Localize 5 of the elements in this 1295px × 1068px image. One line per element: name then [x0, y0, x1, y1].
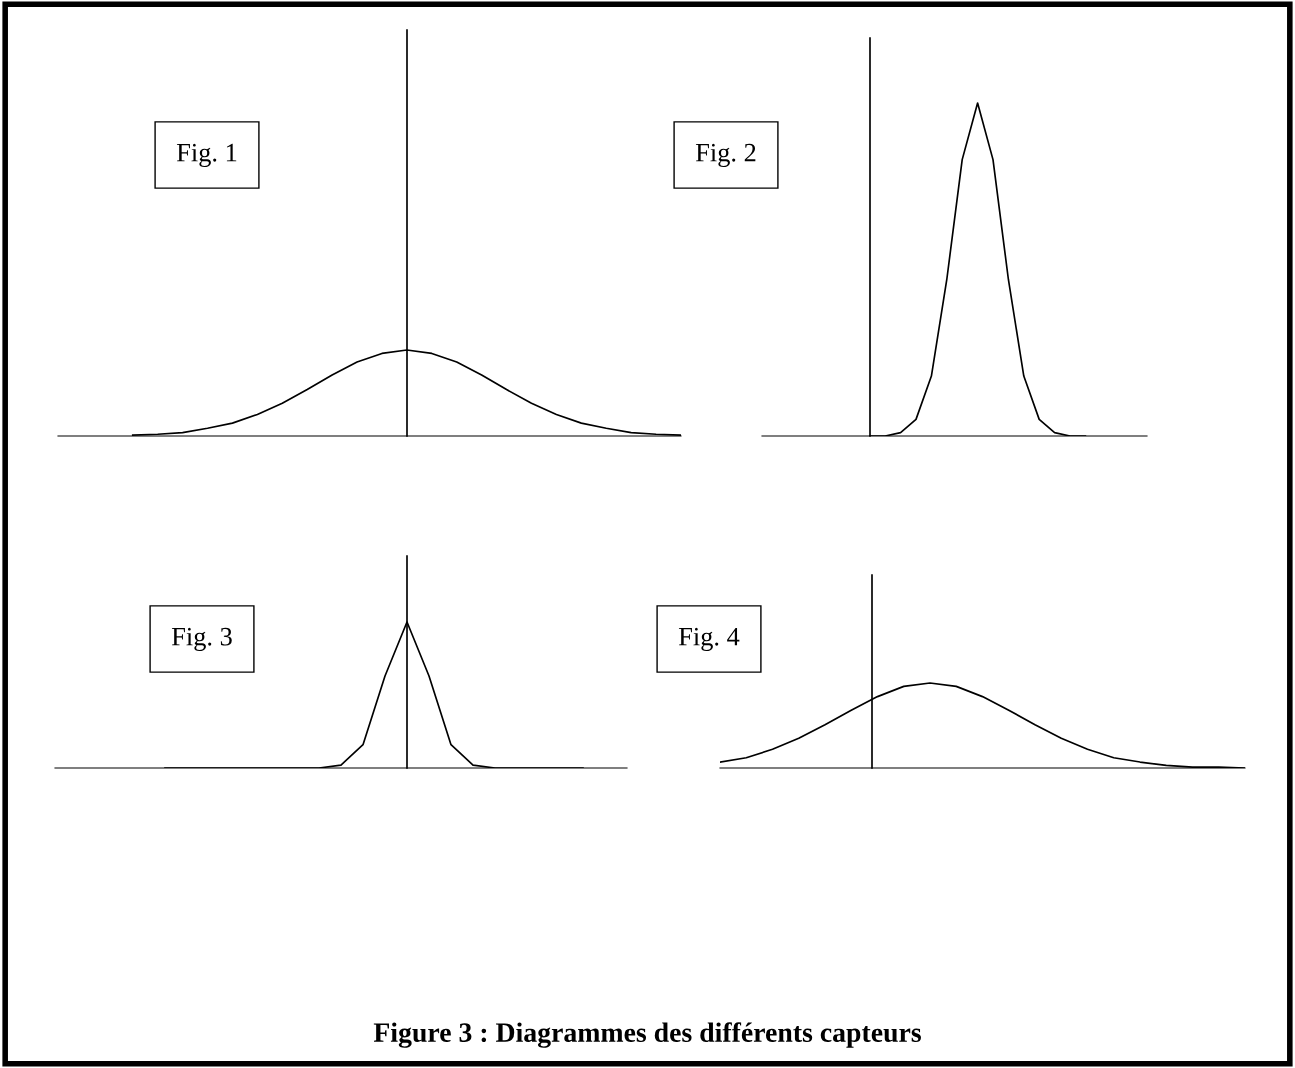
- chart-title: Fig. 3: [171, 627, 232, 651]
- caption: Figure 3 : Diagrammes des différents capteurs: [373, 1022, 921, 1048]
- text: Fig. 2: [695, 143, 756, 167]
- chart-title: Fig. 4: [678, 627, 740, 651]
- chart-title: Fig. 1: [176, 143, 237, 167]
